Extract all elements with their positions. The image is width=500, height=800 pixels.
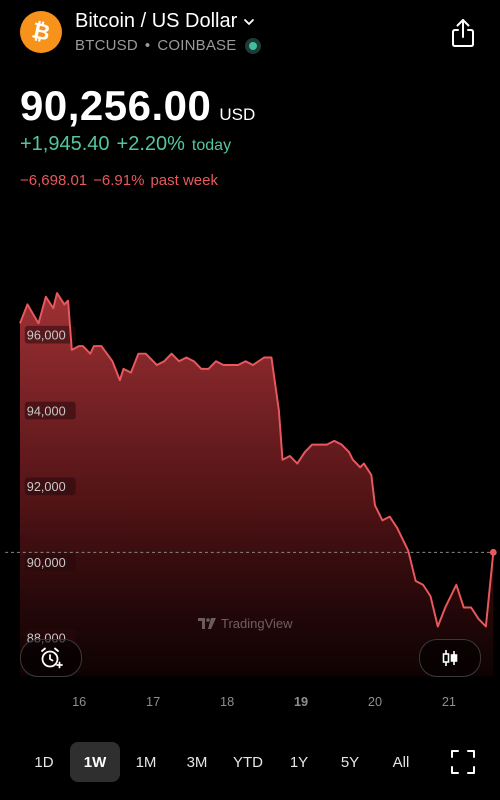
fullscreen-button[interactable] bbox=[450, 749, 476, 775]
fullscreen-icon bbox=[451, 750, 475, 774]
x-tick-label: 17 bbox=[146, 694, 160, 709]
change-today-pct: +2.20% bbox=[116, 133, 185, 155]
y-tick-label: 92,000 bbox=[27, 479, 66, 494]
symbol-subtitle: BTCUSD • COINBASE bbox=[75, 37, 262, 54]
tradingview-watermark: TradingView bbox=[198, 616, 293, 631]
price-block: 90,256.00 USD bbox=[20, 82, 255, 130]
x-tick-label: 20 bbox=[368, 694, 382, 709]
change-today-abs: +1,945.40 bbox=[20, 133, 110, 155]
x-tick-label: 21 bbox=[442, 694, 456, 709]
price-currency: USD bbox=[219, 105, 256, 124]
svg-text:₿: ₿ bbox=[30, 19, 53, 45]
change-week-pct: −6.91% bbox=[93, 172, 145, 189]
price-line bbox=[19, 292, 495, 628]
symbol-title-text: Bitcoin / US Dollar bbox=[75, 10, 238, 32]
change-today-label: today bbox=[191, 137, 232, 154]
last-price: 90,256.00 bbox=[20, 82, 212, 129]
ticker-symbol: BTCUSD bbox=[75, 37, 138, 54]
timeframe-1m[interactable]: 1M bbox=[135, 753, 157, 771]
y-tick-label: 94,000 bbox=[27, 403, 66, 418]
share-icon bbox=[452, 19, 474, 47]
last-price-dot bbox=[489, 548, 497, 556]
x-tick-label: 16 bbox=[72, 694, 86, 709]
tradingview-logo-icon bbox=[198, 618, 216, 629]
alarm-clock-plus-icon bbox=[41, 647, 63, 669]
y-tick-label-bg bbox=[24, 325, 76, 344]
share-button[interactable] bbox=[448, 17, 478, 49]
exchange-name: COINBASE bbox=[157, 37, 237, 54]
market-status-icon bbox=[245, 37, 262, 54]
timeframe-ytd[interactable]: YTD bbox=[233, 753, 263, 771]
change-today: +1,945.40 +2.20% today bbox=[20, 133, 231, 156]
candlestick-icon bbox=[442, 650, 458, 666]
y-tick-label: 96,000 bbox=[27, 328, 66, 343]
subtitle-separator: • bbox=[144, 37, 151, 54]
timeframe-bar: 1D 1W 1M 3M YTD 1Y 5Y All bbox=[0, 742, 500, 784]
y-tick-label: 90,000 bbox=[27, 555, 66, 570]
y-tick-label-bg bbox=[24, 553, 76, 571]
timeframe-1w[interactable]: 1W bbox=[70, 742, 120, 782]
timeframe-1d[interactable]: 1D bbox=[34, 753, 54, 771]
y-tick-label-bg bbox=[24, 401, 76, 420]
price-area-fill bbox=[19, 293, 494, 676]
change-week-label: past week bbox=[150, 172, 218, 189]
bitcoin-icon: ₿ bbox=[20, 11, 62, 53]
watermark-text: TradingView bbox=[221, 616, 293, 631]
y-tick-label-bg bbox=[24, 477, 76, 496]
timeframe-1y[interactable]: 1Y bbox=[289, 753, 309, 771]
change-week: −6,698.01 −6.91% past week bbox=[20, 172, 218, 189]
x-tick-label: 18 bbox=[220, 694, 234, 709]
change-week-abs: −6,698.01 bbox=[20, 172, 88, 189]
chevron-down-icon bbox=[244, 18, 255, 25]
x-tick-label: 19 bbox=[294, 694, 308, 709]
symbol-title[interactable]: Bitcoin / US Dollar bbox=[75, 10, 255, 33]
chart-type-button[interactable] bbox=[419, 639, 481, 677]
timeframe-all[interactable]: All bbox=[392, 753, 410, 771]
timeframe-5y[interactable]: 5Y bbox=[340, 753, 360, 771]
add-alert-button[interactable] bbox=[20, 639, 82, 677]
timeframe-3m[interactable]: 3M bbox=[186, 753, 208, 771]
